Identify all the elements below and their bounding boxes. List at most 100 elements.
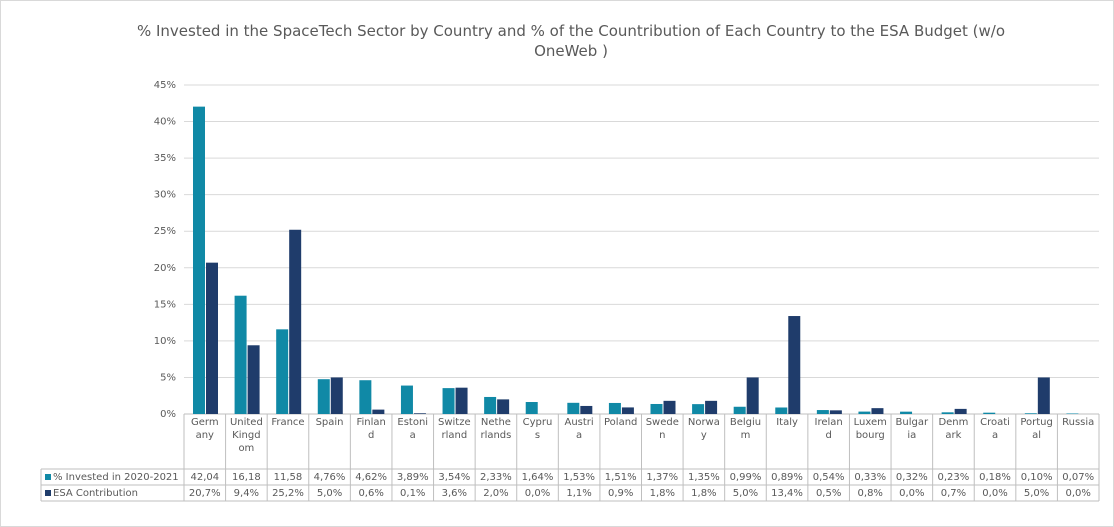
bar	[608, 402, 621, 414]
data-label: 9,4%	[233, 488, 260, 499]
y-tick-label: 35%	[154, 153, 176, 164]
bar	[705, 400, 718, 414]
x-tick-label: Denmark	[938, 417, 969, 441]
data-label: 11,58	[273, 472, 303, 483]
x-tick-label: Sweden	[645, 417, 679, 441]
data-label: 1,1%	[566, 488, 592, 499]
bar	[1066, 413, 1079, 414]
bar	[413, 413, 426, 414]
data-label: 1,35%	[687, 472, 720, 483]
bar	[330, 377, 343, 414]
x-tick-label: Portugal	[1020, 417, 1053, 441]
bar	[621, 407, 634, 414]
bar	[193, 106, 205, 414]
x-tick-label: Estonia	[397, 417, 429, 441]
y-tick-label: 5%	[160, 372, 176, 383]
y-tick-label: 30%	[154, 190, 176, 201]
bar	[954, 408, 967, 414]
bar	[289, 229, 302, 414]
bar	[1024, 413, 1037, 414]
y-tick-label: 40%	[154, 117, 176, 128]
y-tick-label: 45%	[154, 80, 176, 91]
data-label: 0,0%	[982, 488, 1008, 499]
bar	[455, 387, 468, 414]
bar	[941, 412, 954, 414]
bar	[580, 405, 593, 414]
bar	[775, 407, 788, 414]
data-label: 1,53%	[563, 472, 595, 483]
x-tick-label: Luxembourg	[853, 417, 887, 441]
data-label: 0,89%	[771, 472, 803, 483]
data-label: 4,62%	[355, 472, 388, 483]
x-tick-label: Norway	[687, 417, 720, 441]
bar	[317, 379, 330, 414]
data-label: 0,7%	[940, 488, 967, 499]
legend-label: ESA Contribution	[53, 488, 138, 499]
data-label: 5,0%	[1023, 488, 1050, 499]
bar	[206, 262, 218, 414]
bar	[650, 403, 663, 414]
bar	[484, 396, 497, 414]
y-tick-label: 0%	[160, 409, 176, 420]
data-label: 0,18%	[979, 472, 1011, 483]
bar	[497, 399, 510, 414]
data-label: 0,23%	[937, 472, 970, 483]
x-tick-label: Poland	[604, 417, 638, 428]
bar	[442, 388, 455, 414]
data-label: 13,4%	[771, 488, 803, 499]
data-label: 1,8%	[649, 488, 675, 499]
legend-swatch	[45, 490, 51, 496]
data-label: 0,0%	[899, 488, 925, 499]
y-tick-label: 10%	[154, 336, 176, 347]
bar	[525, 402, 538, 414]
bar	[234, 295, 247, 414]
data-label: 1,37%	[646, 472, 679, 483]
bar	[372, 409, 385, 414]
data-label: 0,32%	[895, 472, 928, 483]
x-tick-label: Belgium	[729, 417, 762, 441]
data-label: 0,33%	[854, 472, 887, 483]
data-label: 0,0%	[524, 488, 551, 499]
data-label: 0,0%	[1065, 488, 1091, 499]
data-label: 0,8%	[857, 488, 883, 499]
data-label: 3,54%	[438, 472, 471, 483]
bar	[746, 377, 759, 414]
x-tick-label: United Kingdom	[229, 417, 263, 454]
bar	[816, 410, 829, 414]
x-tick-label: Russia	[1062, 417, 1095, 428]
x-tick-label: Netherlands	[480, 417, 512, 441]
x-tick-label: Cyprus	[522, 417, 553, 441]
bar	[692, 404, 705, 414]
data-label: 0,07%	[1062, 472, 1095, 483]
x-tick-label: France	[271, 417, 305, 428]
bar	[900, 411, 913, 414]
x-tick-label: Ireland	[814, 417, 843, 441]
y-tick-label: 20%	[154, 263, 176, 274]
bar	[247, 345, 260, 414]
bar	[276, 329, 289, 414]
data-label: 25,2%	[272, 488, 304, 499]
bar	[567, 402, 580, 414]
data-label: 1,51%	[604, 472, 637, 483]
data-label: 16,18	[232, 472, 261, 483]
bar	[663, 400, 676, 414]
x-tick-label: Finland	[356, 417, 386, 441]
data-label: 1,8%	[691, 488, 717, 499]
legend-swatch	[45, 474, 51, 480]
data-label: 3,89%	[396, 472, 429, 483]
data-label: 3,6%	[441, 488, 468, 499]
y-tick-label: 15%	[154, 299, 176, 310]
data-label: 0,54%	[812, 472, 845, 483]
bar	[359, 380, 372, 414]
data-label: 20,7%	[188, 488, 221, 499]
data-label: 42,04	[190, 472, 220, 483]
data-label: 0,10%	[1020, 472, 1053, 483]
data-label: 0,6%	[358, 488, 384, 499]
bar	[788, 316, 801, 414]
bar	[983, 412, 996, 414]
x-tick-label: Bulgaria	[895, 417, 929, 441]
x-tick-label: Austria	[564, 417, 594, 441]
bar	[829, 410, 842, 414]
